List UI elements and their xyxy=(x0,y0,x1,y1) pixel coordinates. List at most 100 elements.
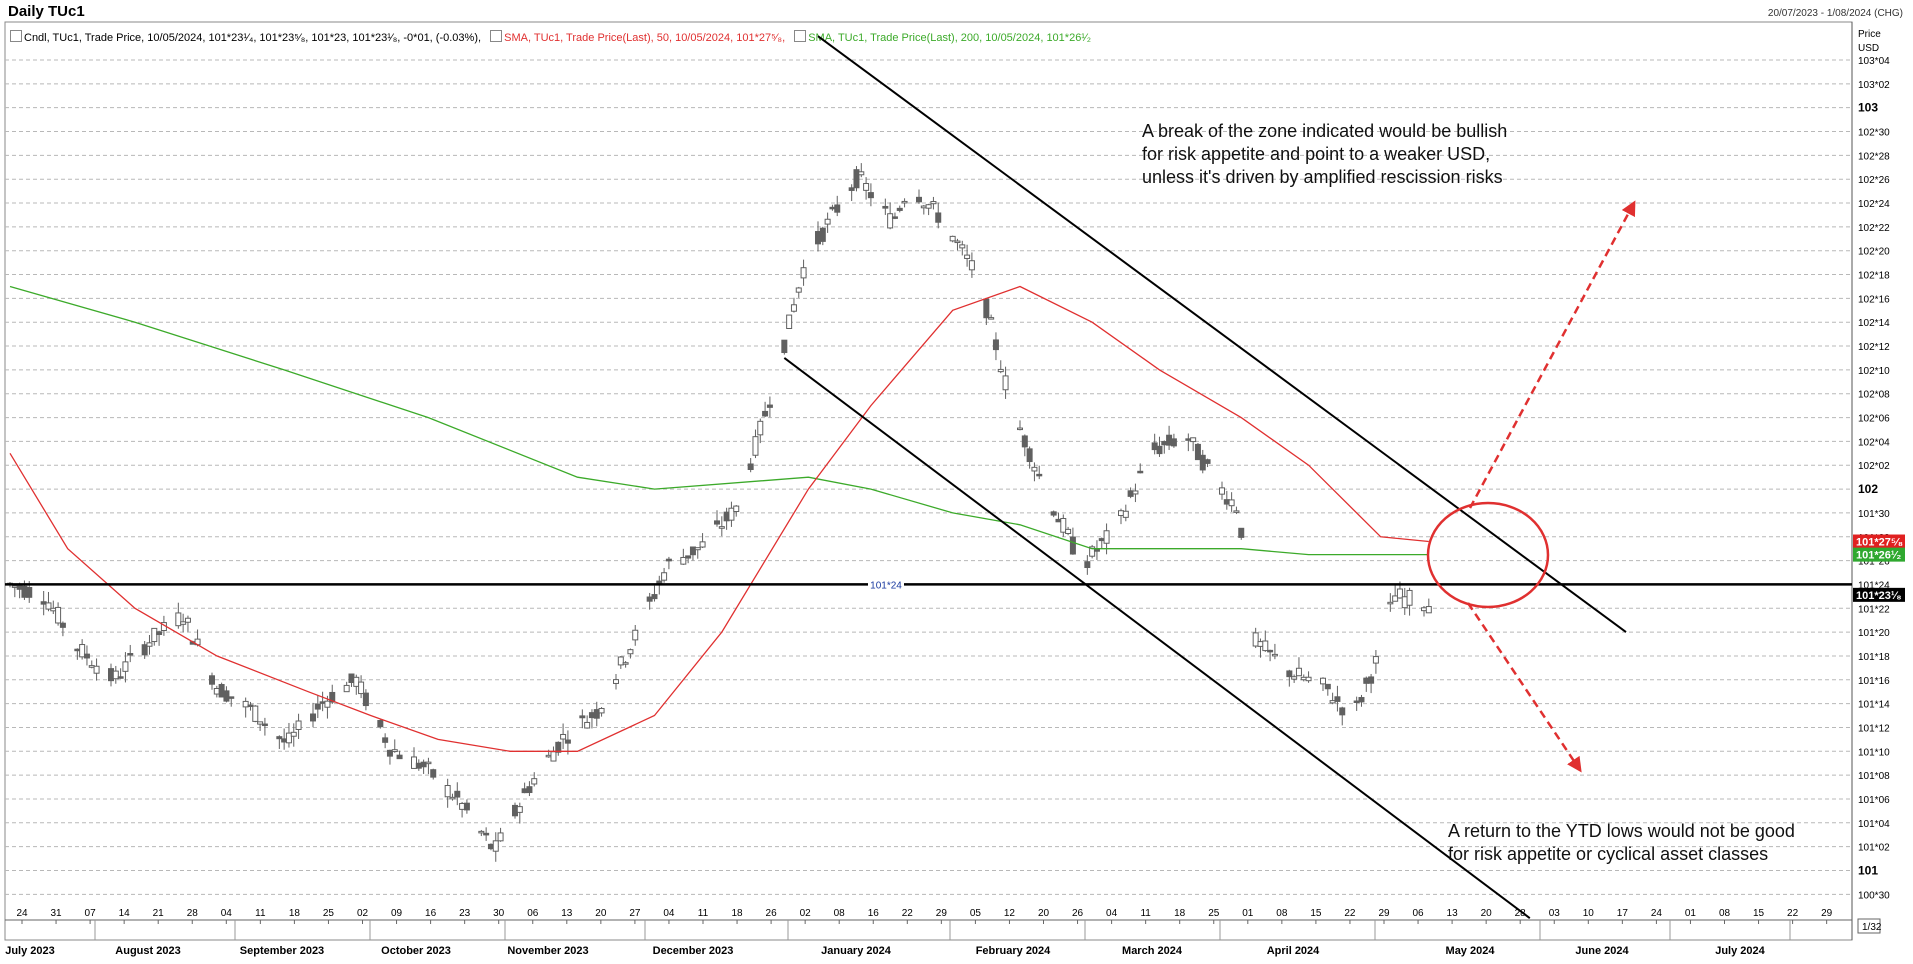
x-month-label: February 2024 xyxy=(976,945,1051,957)
candle-body xyxy=(1084,561,1091,569)
x-day-label: 15 xyxy=(1753,908,1765,919)
y-tick-label: 101*30 xyxy=(1858,509,1890,520)
candle-body xyxy=(815,231,821,245)
candle-body xyxy=(1127,490,1134,497)
candle-body xyxy=(1300,676,1307,681)
candle-body xyxy=(74,648,81,652)
candle-body xyxy=(526,786,533,794)
x-day-label: 04 xyxy=(1106,908,1118,919)
annotation-line: A break of the zone indicated would be b… xyxy=(1142,121,1508,141)
x-month-label: July 2024 xyxy=(1715,945,1765,957)
candle-body xyxy=(175,612,182,627)
candle-body xyxy=(516,806,523,813)
x-day-label: 18 xyxy=(731,908,743,919)
candle-body xyxy=(646,596,653,602)
candle-body xyxy=(1190,437,1197,443)
y-tick-label: 102*04 xyxy=(1858,437,1890,448)
candle-body xyxy=(858,171,865,176)
legend-sma200[interactable]: SMA, TUc1, Trade Price(Last), 200, 10/05… xyxy=(794,30,1091,44)
legend: Cndl, TUc1, Trade Price, 10/05/2024, 101… xyxy=(10,30,1097,44)
candle-body xyxy=(1421,607,1427,612)
y-tick-label: 101 xyxy=(1858,863,1878,877)
candle-body xyxy=(1406,589,1413,606)
candle-body xyxy=(1295,667,1302,677)
candle-body xyxy=(1324,683,1331,690)
legend-candle[interactable]: Cndl, TUc1, Trade Price, 10/05/2024, 101… xyxy=(10,30,481,44)
x-day-label: 16 xyxy=(868,908,880,919)
candle-body xyxy=(531,778,538,785)
candle-body xyxy=(747,463,754,471)
x-day-label: 06 xyxy=(527,908,539,919)
candle-body xyxy=(968,260,975,271)
sma-icon xyxy=(794,30,807,42)
candle-body xyxy=(983,298,990,319)
candle-body xyxy=(83,653,90,659)
candle-body xyxy=(521,788,528,794)
candle-body xyxy=(1257,641,1264,647)
y-tick-label: 101*12 xyxy=(1858,723,1890,734)
candle-body xyxy=(382,737,389,743)
y-tick-label: 101*10 xyxy=(1858,747,1890,758)
candle-body xyxy=(685,555,692,559)
candle-body xyxy=(757,420,764,436)
x-day-label: 20 xyxy=(595,908,607,919)
candle-body xyxy=(16,585,23,590)
candle-body xyxy=(853,169,860,189)
candle-body xyxy=(1055,518,1062,523)
candle-body xyxy=(1118,510,1124,517)
candle-body xyxy=(348,673,355,683)
candle-body xyxy=(276,736,283,740)
candle-body xyxy=(882,205,889,209)
candle-body xyxy=(1098,538,1105,542)
x-day-label: 25 xyxy=(323,908,335,919)
legend-sma50[interactable]: SMA, TUc1, Trade Price(Last), 50, 10/05/… xyxy=(490,30,785,44)
candle-body xyxy=(723,511,730,522)
x-month-label: October 2023 xyxy=(381,945,451,957)
candle-body xyxy=(1339,707,1346,716)
candle-body xyxy=(1262,640,1269,652)
x-month-label: May 2024 xyxy=(1446,945,1496,957)
x-day-label: 04 xyxy=(663,908,675,919)
price-axis-header: Price USD xyxy=(1858,28,1881,56)
x-day-label: 08 xyxy=(834,908,846,919)
x-day-label: 15 xyxy=(1310,908,1322,919)
y-tick-label: 102*30 xyxy=(1858,128,1890,139)
x-day-label: 29 xyxy=(936,908,948,919)
candle-body xyxy=(184,617,191,623)
candle-body xyxy=(1132,490,1139,495)
candle-body xyxy=(613,679,619,684)
y-tick-label: 102*22 xyxy=(1858,223,1890,234)
candle-body xyxy=(329,691,336,703)
x-month-label: June 2024 xyxy=(1575,945,1629,957)
candle-body xyxy=(1320,677,1326,685)
price-label: Price xyxy=(1858,29,1881,40)
candle-body xyxy=(795,287,802,293)
candle-body xyxy=(1021,435,1028,448)
candle-body xyxy=(1425,606,1432,614)
candle-body xyxy=(622,662,629,665)
candle-body xyxy=(1401,596,1408,609)
breakout-zone-circle xyxy=(1426,501,1550,609)
candle-body xyxy=(1069,536,1076,555)
x-day-label: 29 xyxy=(1378,908,1390,919)
candle-body xyxy=(560,733,567,740)
x-day-label: 26 xyxy=(1072,908,1084,919)
x-month-label: November 2023 xyxy=(507,945,588,957)
annotation-bullish: A break of the zone indicated would be b… xyxy=(1142,120,1507,189)
candle-body xyxy=(242,700,249,708)
candle-body xyxy=(261,723,268,727)
candle-body xyxy=(1031,466,1038,472)
candle-body xyxy=(290,731,297,737)
y-tick-label: 102*24 xyxy=(1858,199,1890,210)
candle-body xyxy=(920,205,927,209)
candle-body xyxy=(444,785,451,798)
candle-body xyxy=(228,696,235,699)
candle-body xyxy=(127,653,134,656)
y-tick-label: 102*20 xyxy=(1858,247,1890,258)
candle-body xyxy=(954,240,961,244)
candle-body xyxy=(935,212,942,223)
x-day-label: 28 xyxy=(187,908,199,919)
y-tick-label: 102 xyxy=(1858,482,1878,496)
candle-body xyxy=(463,802,470,811)
